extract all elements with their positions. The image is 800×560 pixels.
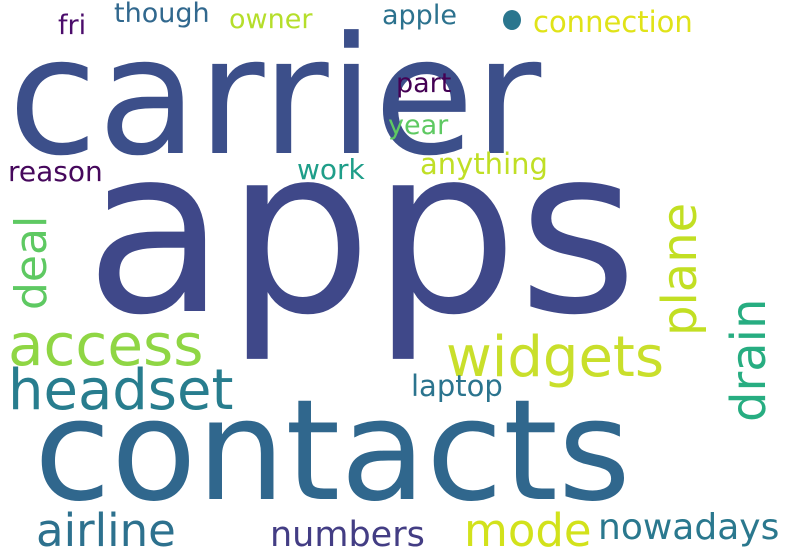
word-carrier: carrier <box>8 3 542 192</box>
word-widgets: widgets <box>446 325 665 390</box>
word-owner: owner <box>229 4 313 35</box>
word-year: year <box>388 110 449 141</box>
word-headset: headset <box>8 358 234 423</box>
word-apps: apps <box>85 99 638 366</box>
word-access: access <box>8 311 204 379</box>
word-reason: reason <box>8 155 103 188</box>
word-laptop: laptop <box>411 369 503 403</box>
word-mode: mode <box>464 504 592 557</box>
word-anything: anything <box>420 147 548 181</box>
word-drain: drain <box>721 298 777 422</box>
word-airline: airline <box>36 504 176 557</box>
word-connection: connection <box>533 5 693 39</box>
word-work: work <box>297 153 365 186</box>
word-fri: fri <box>58 10 87 41</box>
word-numbers: numbers <box>270 515 425 555</box>
word-deal: deal <box>6 215 57 310</box>
word-nowadays: nowadays <box>598 507 780 548</box>
word-plane: plane <box>652 202 708 336</box>
word-contacts: contacts <box>34 370 631 533</box>
dot-mark <box>503 10 521 30</box>
word-apple: apple <box>382 0 457 31</box>
word-part: part <box>396 68 452 99</box>
word-though: though <box>114 0 210 29</box>
